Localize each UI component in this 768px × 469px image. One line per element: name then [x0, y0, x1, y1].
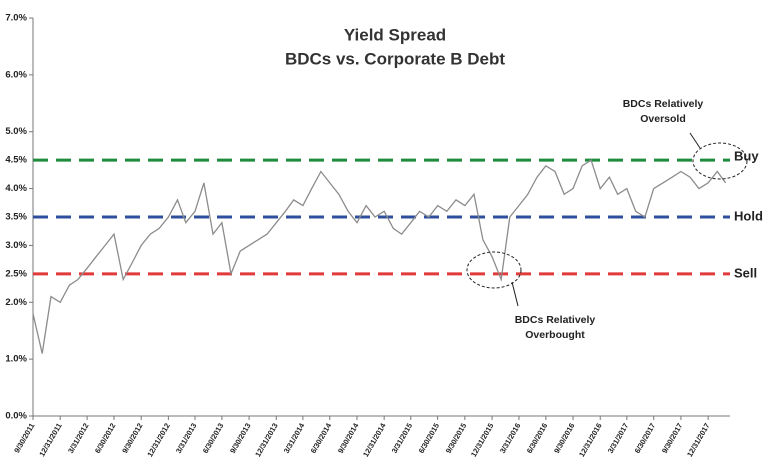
annotation-text: Oversold — [640, 113, 686, 125]
x-tick-label: 3/31/2013 — [174, 421, 198, 454]
x-tick-label: 3/31/2017 — [606, 421, 630, 454]
annotation-arrow — [511, 281, 519, 307]
x-tick-label: 3/31/2014 — [282, 421, 307, 455]
chart-title: Yield Spread — [344, 25, 446, 44]
y-tick-label: 3.0% — [5, 240, 27, 251]
x-tick-label: 9/30/2012 — [120, 421, 144, 454]
x-tick-label: 12/31/2014 — [361, 421, 388, 459]
x-tick-label: 9/30/2014 — [336, 421, 361, 455]
reference-name: Sell — [734, 265, 757, 280]
data-line — [32, 159, 727, 354]
y-tick-label: 7.0% — [5, 13, 27, 24]
annotation-text: BDCs Relatively — [623, 98, 704, 110]
x-tick-label: 12/31/2012 — [145, 421, 172, 458]
annotation-text: BDCs Relatively — [515, 314, 596, 326]
reference-label-bg — [2, 153, 31, 168]
y-tick-label: 0.0% — [5, 411, 27, 422]
annotation-text: Overbought — [525, 329, 585, 341]
y-tick-label: 6.0% — [5, 69, 27, 80]
x-tick-label: 6/30/2013 — [201, 421, 225, 454]
reference-name: Buy — [734, 149, 759, 164]
x-tick-label: 9/30/2011 — [12, 421, 36, 454]
x-tick-label: 3/31/2015 — [390, 421, 414, 454]
x-tick-label: 6/30/2017 — [633, 421, 657, 454]
chart-subtitle: BDCs vs. Corporate B Debt — [285, 49, 505, 68]
x-tick-label: 3/31/2012 — [66, 421, 90, 454]
reference-axis-label: 3.5% — [5, 212, 27, 223]
x-tick-label: 6/30/2016 — [525, 421, 549, 454]
annotation-arrow — [689, 132, 701, 149]
x-tick-label: 6/30/2012 — [93, 421, 117, 454]
x-tick-label: 9/30/2016 — [552, 421, 576, 454]
y-tick-label: 4.0% — [5, 183, 27, 194]
x-tick-label: 9/30/2013 — [228, 421, 252, 454]
reference-label-bg — [2, 266, 31, 281]
y-tick-label: 1.0% — [5, 354, 27, 365]
x-tick-label: 9/30/2015 — [444, 421, 468, 454]
y-tick-label: 2.0% — [5, 297, 27, 308]
reference-name: Hold — [734, 208, 763, 223]
x-tick-label: 12/31/2016 — [577, 421, 604, 458]
y-tick-label: 5.0% — [5, 126, 27, 137]
x-tick-label: 9/30/2017 — [660, 421, 684, 454]
annotation-ellipse — [466, 251, 522, 289]
x-tick-label: 6/30/2014 — [309, 421, 334, 455]
reference-axis-label: 2.5% — [5, 268, 27, 279]
x-tick-label: 12/31/2017 — [685, 421, 712, 458]
x-tick-label: 12/31/2013 — [253, 421, 280, 458]
reference-axis-label: 4.5% — [5, 155, 27, 166]
x-tick-label: 3/31/2016 — [498, 421, 522, 454]
reference-label-bg — [2, 210, 31, 224]
x-tick-label: 6/30/2015 — [417, 421, 441, 454]
x-tick-label: 12/31/2011 — [37, 421, 63, 458]
x-tick-label: 12/31/2015 — [469, 421, 496, 458]
annotation-ellipse — [692, 142, 748, 180]
